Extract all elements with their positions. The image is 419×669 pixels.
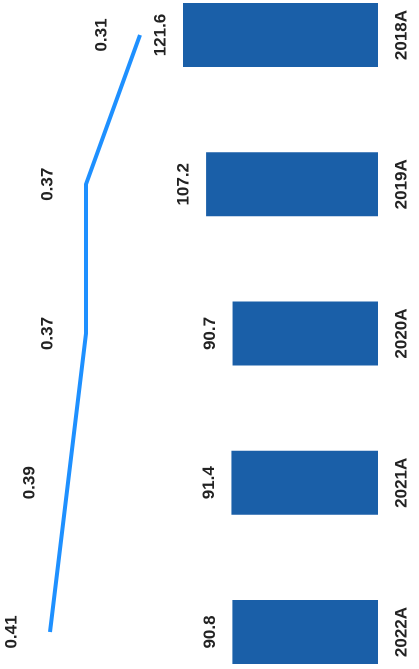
category-label: 2019A	[391, 159, 410, 209]
bar-value-label: 121.6	[150, 14, 169, 57]
category-label: 2018A	[391, 10, 410, 60]
category-label: 2020A	[391, 308, 410, 358]
bar	[231, 450, 378, 515]
bar	[183, 3, 378, 67]
line-value-label: 0.37	[37, 317, 56, 350]
bar	[232, 600, 378, 664]
line-value-label: 0.41	[1, 615, 20, 648]
bar-value-label: 90.7	[200, 317, 219, 350]
bar-value-label: 90.8	[200, 615, 219, 648]
bar-value-label: 107.2	[174, 163, 193, 206]
category-label: 2022A	[391, 607, 410, 657]
bar	[206, 152, 378, 217]
line-value-label: 0.37	[37, 168, 56, 201]
line-value-label: 0.39	[19, 466, 38, 499]
bar	[232, 301, 378, 366]
category-label: 2021A	[391, 458, 410, 508]
line	[48, 34, 142, 633]
line-value-label: 0.31	[91, 18, 110, 51]
bar-value-label: 91.4	[199, 466, 218, 500]
